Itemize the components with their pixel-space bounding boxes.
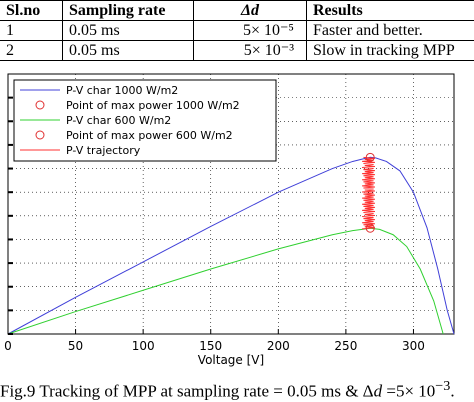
- cell-slno: 1: [0, 20, 63, 41]
- figure-caption: Fig.9 Tracking of MPP at sampling rate =…: [0, 378, 474, 402]
- tick-labels: 0 50 100 150 200 250 300: [4, 96, 425, 353]
- x-tick-label: 300: [402, 339, 425, 353]
- cell-result: Slow in tracking MPP: [306, 40, 474, 61]
- legend-entry: Point of max power 1000 W/m2: [66, 99, 240, 112]
- table-header-row: Sl.no Sampling rate Δd Results: [0, 0, 474, 21]
- pv-chart: 0 50 100 150 200 250 300 Voltage [V] P-V char …: [4, 73, 455, 367]
- legend-entry: P-V char 600 W/m2: [66, 114, 171, 127]
- cell-result: Faster and better.: [306, 20, 474, 41]
- caption-prefix: Fig.9 Tracking of MPP at sampling rate =…: [0, 381, 363, 401]
- caption-exponent: −3: [435, 378, 451, 394]
- cell-rate: 0.05 ms: [62, 20, 194, 41]
- x-axis-label: Voltage [V]: [198, 353, 264, 367]
- x-tick-label: 50: [68, 339, 83, 353]
- max-power-point-3: [365, 223, 375, 233]
- legend-entry: Point of max power 600 W/m2: [66, 129, 233, 142]
- header-delta: Δd: [193, 0, 307, 21]
- cell-rate: 0.05 ms: [62, 40, 194, 61]
- legend: P-V char 1000 W/m2 Point of max power 100…: [13, 79, 277, 162]
- x-tick-label: 150: [199, 339, 222, 353]
- header-results: Results: [306, 0, 474, 21]
- x-tick-label: 100: [132, 339, 155, 353]
- header-sampling-rate: Sampling rate: [62, 0, 194, 21]
- x-tick-label: 200: [267, 339, 290, 353]
- series-layer: [7, 152, 455, 335]
- plot-frame: [7, 73, 455, 335]
- table-row: 2 0.05 ms 5× 10⁻³ Slow in tracking MPP: [0, 40, 474, 61]
- results-table: Sl.no Sampling rate Δd Results 1 0.05 ms…: [0, 0, 474, 61]
- x-tick-label: 250: [334, 339, 357, 353]
- legend-marker: [35, 100, 45, 110]
- caption-suffix: =5× 10: [382, 381, 436, 401]
- table-row: 1 0.05 ms 5× 10⁻⁵ Faster and better.: [0, 20, 474, 41]
- series-line-0: [7, 156, 455, 335]
- caption-delta: Δ: [362, 381, 374, 401]
- header-slno: Sl.no: [0, 0, 63, 21]
- cell-delta: 5× 10⁻³: [193, 40, 307, 61]
- legend-entry: P-V trajectory: [66, 144, 141, 157]
- legend-entry: P-V char 1000 W/m2: [66, 84, 178, 97]
- caption-end: .: [450, 381, 455, 401]
- legend-marker: [35, 130, 45, 140]
- caption-delta-var: d: [373, 381, 383, 401]
- x-tick-label: 0: [4, 339, 12, 353]
- max-power-point-1: [365, 152, 375, 162]
- cell-delta: 5× 10⁻⁵: [193, 20, 307, 41]
- series-trajectory: [362, 156, 375, 230]
- cell-slno: 2: [0, 40, 63, 61]
- series-line-2: [7, 227, 444, 335]
